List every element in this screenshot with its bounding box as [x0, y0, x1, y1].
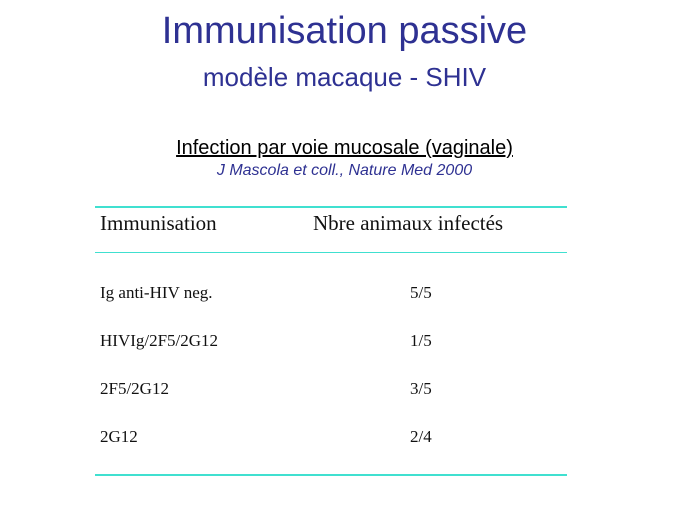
- table-rule: [95, 474, 567, 476]
- table-cell: 5/5: [410, 283, 432, 302]
- table-cell: Ig anti-HIV neg.: [100, 283, 213, 302]
- column-header: Nbre animaux infectés: [313, 211, 504, 235]
- reference: J Mascola et coll., Nature Med 2000: [216, 162, 473, 179]
- table-cell: 2/4: [410, 427, 432, 446]
- table-cell: 2G12: [100, 427, 138, 446]
- section-heading: Infection par voie mucosale (vaginale): [176, 137, 513, 159]
- table-cell: 1/5: [410, 331, 432, 350]
- subtitle: modèle macaque - SHIV: [202, 62, 487, 92]
- table-cell: 2F5/2G12: [100, 379, 169, 398]
- table-cell: 3/5: [410, 379, 432, 398]
- table-rule: [95, 252, 567, 253]
- column-header: Immunisation: [100, 211, 217, 235]
- title: Immunisation passive: [161, 10, 528, 52]
- table-cell: HIVIg/2F5/2G12: [100, 331, 219, 350]
- table-rule: [95, 206, 567, 208]
